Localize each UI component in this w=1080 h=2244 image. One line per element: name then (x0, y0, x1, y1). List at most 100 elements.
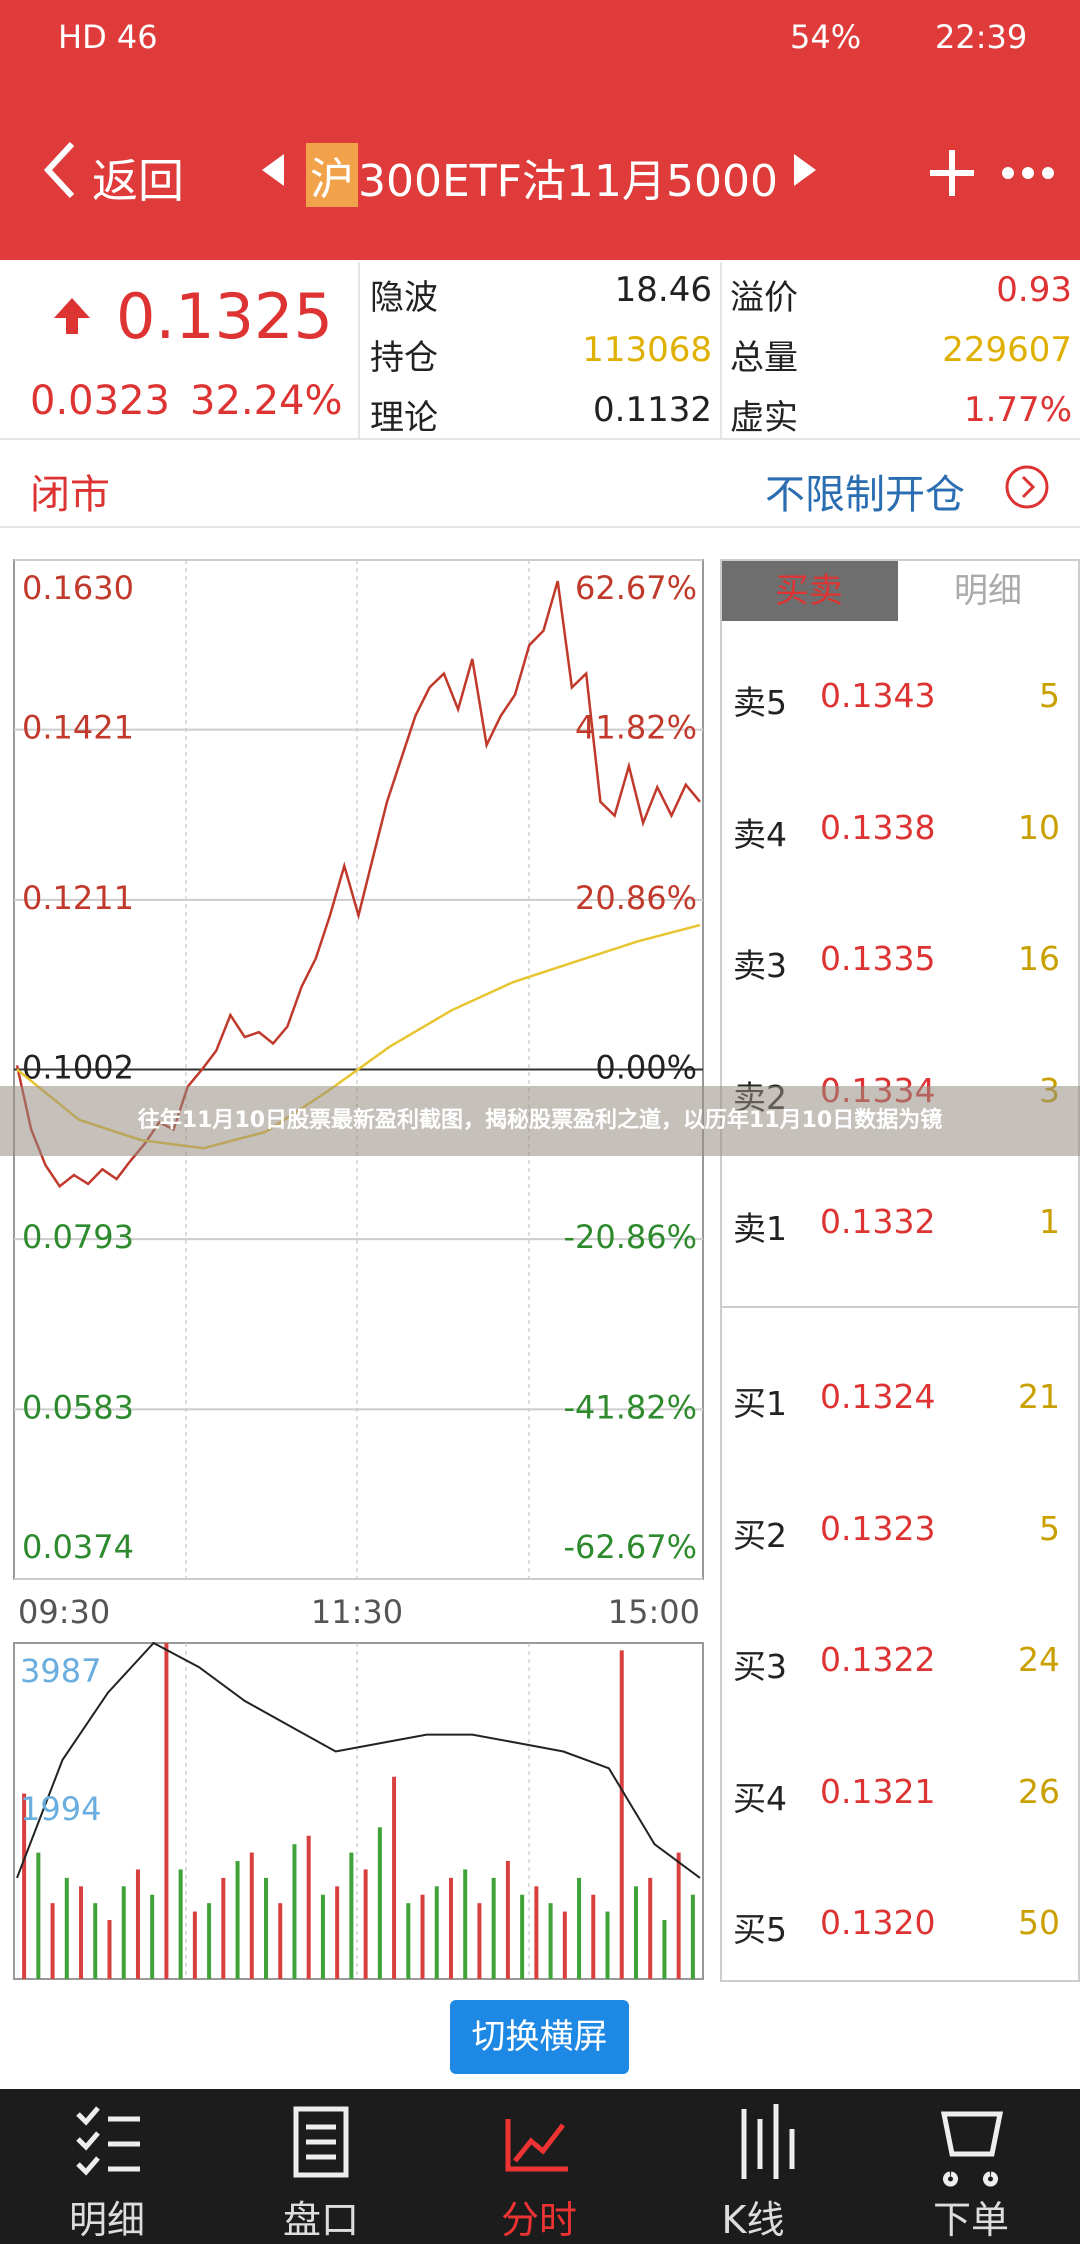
volume-bar (164, 1643, 169, 1979)
order-price: 0.1335 (820, 939, 936, 978)
order-qty: 5 (1039, 676, 1060, 715)
volume-bar (249, 1852, 254, 1979)
x-tick-label: 09:30 (18, 1593, 110, 1631)
rotate-button[interactable]: 切换横屏 (450, 2000, 629, 2074)
volume-bar (306, 1835, 311, 1979)
prev-arrow[interactable] (258, 150, 288, 190)
order-label: 卖4 (733, 814, 787, 854)
price-line (15, 580, 701, 1189)
order-price: 0.1332 (820, 1202, 936, 1241)
tab-bar: 明细 盘口 分时 K线 下单 (0, 2089, 1080, 2244)
order-label: 买4 (733, 1778, 787, 1818)
volume-bar (178, 1869, 183, 1979)
divider (0, 438, 1080, 440)
order-qty: 21 (1018, 1377, 1060, 1416)
volume-bar (235, 1861, 240, 1979)
next-arrow[interactable] (790, 150, 820, 190)
stat-label: 隐波 (370, 278, 438, 318)
back-arrow[interactable] (40, 140, 80, 200)
stat-label: 溢价 (730, 278, 798, 318)
tab-active-bg (722, 561, 898, 621)
volume-bar (150, 1894, 155, 1979)
stat-label: 虚实 (730, 398, 798, 438)
volume-bar (207, 1903, 212, 1979)
pct-tick-label: 41.82% (575, 709, 697, 747)
order-qty: 50 (1018, 1903, 1060, 1942)
session-status: 闭市 (30, 472, 110, 518)
change-pct: 32.24% (190, 378, 343, 424)
tab-label[interactable]: 明细 (68, 2198, 145, 2242)
volume-bar (420, 1894, 425, 1979)
volume-bar (79, 1886, 84, 1979)
x-tick-label: 15:00 (608, 1593, 700, 1631)
order-qty: 10 (1018, 807, 1060, 847)
volume-bar (278, 1903, 283, 1979)
order-label: 买2 (733, 1515, 787, 1555)
x-tick-label: 11:30 (311, 1593, 403, 1631)
market-tag: 沪 (306, 143, 358, 207)
order-price: 0.1323 (820, 1508, 936, 1548)
order-label: 买1 (733, 1384, 787, 1423)
volume-bar (605, 1911, 610, 1979)
tab-label[interactable]: 下单 (932, 2198, 1009, 2242)
tab-label[interactable]: 分时 (500, 2198, 577, 2242)
last-price: 0.1325 (116, 280, 333, 353)
y-tick-label: 0.0793 (22, 1218, 134, 1256)
open-limit-icon[interactable] (1004, 464, 1050, 510)
battery: 54% (790, 18, 862, 56)
volume-bar (534, 1886, 539, 1979)
pct-tick-label: 62.67% (575, 569, 697, 607)
volume-bar (121, 1886, 126, 1979)
volume-bar (562, 1911, 567, 1979)
tab[interactable]: 明细 (954, 571, 1022, 611)
volume-bar (577, 1877, 582, 1979)
y-tick-label: 0.1211 (22, 879, 134, 917)
volume-bar (406, 1903, 411, 1979)
volume-bar (292, 1844, 297, 1979)
order-qty: 24 (1018, 1640, 1060, 1679)
order-qty: 16 (1018, 939, 1060, 978)
volume-bar (192, 1911, 197, 1979)
volume-bar (320, 1894, 325, 1979)
tab-label[interactable]: 盘口 (282, 2198, 359, 2242)
volume-bar (349, 1852, 354, 1979)
volume-frame (13, 1642, 704, 1980)
stat-value: 0.1132 (593, 390, 712, 430)
pct-tick-label: -41.82% (563, 1388, 697, 1426)
back-label[interactable]: 返回 (92, 154, 184, 208)
order-price: 0.1324 (820, 1377, 936, 1416)
volume-bar (377, 1827, 382, 1979)
volume-bar (221, 1877, 226, 1979)
pct-tick-label: -20.86% (563, 1218, 697, 1256)
nav-title: 300ETF沽11月5000 (358, 156, 778, 207)
open-limit[interactable]: 不限制开仓 (765, 472, 965, 518)
volume-bar (520, 1894, 525, 1979)
volume-bar (93, 1903, 98, 1979)
order-qty: 1 (1039, 1202, 1060, 1241)
volume-bar (107, 1920, 112, 1979)
tab-label[interactable]: K线 (721, 2198, 785, 2242)
tab[interactable]: 买卖 (775, 571, 843, 611)
volume-bar (690, 1894, 695, 1979)
y-tick-label: 0.1002 (22, 1049, 134, 1087)
volume-bar (392, 1776, 397, 1979)
add-more[interactable] (928, 148, 1058, 198)
tab-icons (76, 2104, 1004, 2187)
order-price: 0.1321 (820, 1771, 936, 1811)
stat-value: 229607 (942, 330, 1072, 370)
stat-value: 18.46 (614, 270, 712, 310)
order-tabs: 买卖 明细 (721, 560, 1079, 622)
order-qty: 26 (1018, 1771, 1060, 1811)
volume-bar (463, 1869, 468, 1979)
up-arrow (54, 298, 90, 334)
volume-bar (648, 1877, 653, 1979)
stat-divider (358, 262, 360, 438)
y-tick-label: 0.0583 (22, 1388, 134, 1426)
volume-tick-label: 3987 (20, 1652, 101, 1690)
order-label: 买3 (733, 1647, 787, 1686)
y-tick-label: 0.1630 (22, 569, 134, 607)
volume-bar (619, 1650, 624, 1979)
volume-bar (36, 1852, 41, 1979)
volume-bar (434, 1886, 439, 1979)
